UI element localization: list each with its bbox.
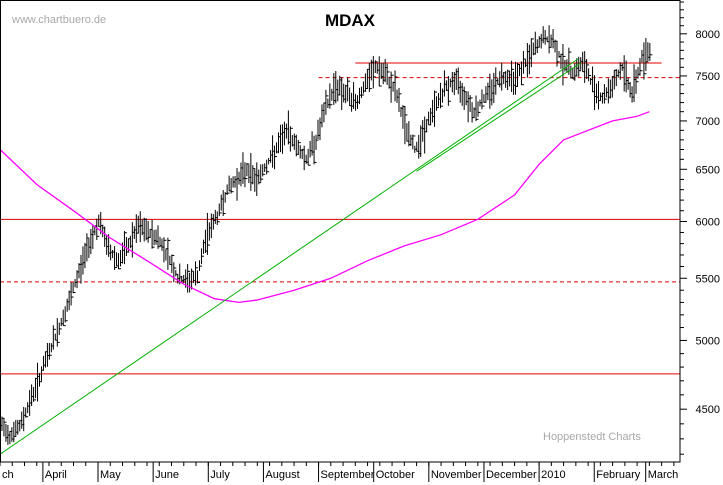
y-tick-label: 5500 <box>696 273 720 285</box>
y-tick-label: 6500 <box>696 164 720 176</box>
x-month-label: October <box>376 469 415 481</box>
x-month-label: February <box>596 469 641 481</box>
x-month-label: June <box>155 469 179 481</box>
watermark-bottom: Hoppenstedt Charts <box>543 431 641 443</box>
x-month-label: November <box>431 469 482 481</box>
y-tick-label: 4500 <box>696 404 720 416</box>
x-month-label: July <box>210 469 230 481</box>
y-tick-label: 7500 <box>696 71 720 83</box>
plot-frame <box>0 0 681 463</box>
x-month-label: May <box>100 469 121 481</box>
x-month-label: March <box>648 469 679 481</box>
y-tick-label: 6000 <box>696 217 720 229</box>
x-month-label: December <box>486 469 537 481</box>
y-tick-label: 5000 <box>696 335 720 347</box>
watermark-top: www.chartbuero.de <box>11 14 106 26</box>
trendline-0 <box>0 58 579 455</box>
chart-title: MDAX <box>325 11 376 30</box>
trendline-1 <box>416 62 582 172</box>
y-tick-label: 7000 <box>696 116 720 128</box>
moving-average-line <box>0 111 650 304</box>
x-month-label: August <box>265 469 299 481</box>
x-month-label: ch <box>2 469 14 481</box>
x-month-label: April <box>45 469 67 481</box>
x-month-label: 2010 <box>541 469 565 481</box>
y-tick-label: 8000 <box>696 29 720 41</box>
x-month-label: September <box>321 469 375 481</box>
